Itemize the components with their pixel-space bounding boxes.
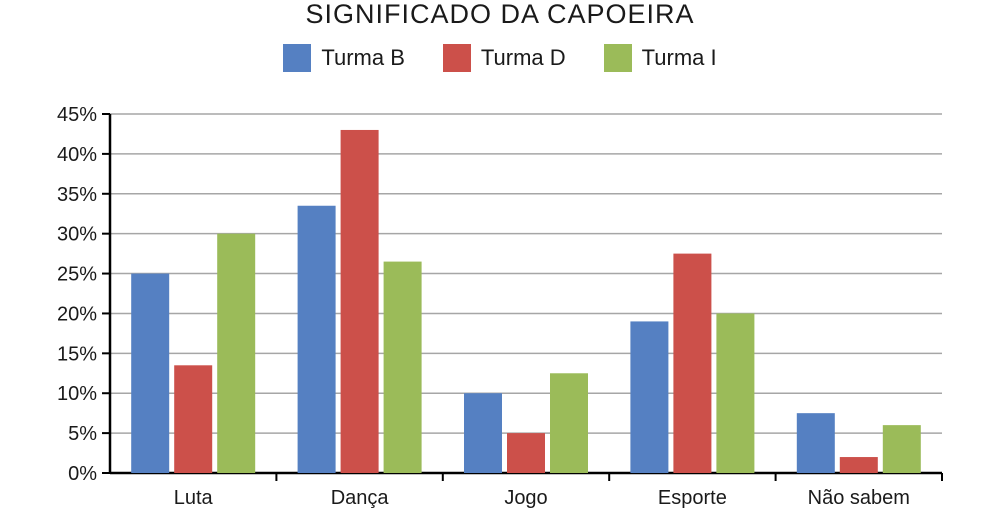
x-tick-label: Não sabem	[808, 487, 910, 509]
bar-turma-i	[217, 233, 256, 473]
bar-turma-d	[839, 457, 878, 473]
bar-turma-b	[131, 273, 170, 473]
y-tick-label: 30%	[57, 224, 97, 246]
y-tick-label: 0%	[68, 463, 97, 485]
x-tick-label: Dança	[331, 487, 390, 509]
bar-turma-b	[630, 321, 669, 473]
bar-turma-d	[507, 433, 545, 473]
y-tick-label: 25%	[57, 264, 97, 286]
legend-swatch	[442, 44, 471, 72]
y-tick-label: 15%	[57, 343, 97, 365]
x-tick-label: Luta	[174, 487, 214, 509]
legend-label: Turma I	[641, 45, 717, 70]
legend-swatch	[283, 44, 312, 72]
y-tick-label: 35%	[57, 184, 97, 206]
bar-turma-b	[796, 413, 835, 473]
legend: Turma B Turma D Turma I	[0, 44, 1000, 72]
bar-turma-d	[340, 129, 379, 473]
y-tick-label: 45%	[57, 104, 97, 126]
bar-turma-i	[716, 313, 755, 473]
legend-swatch	[603, 44, 632, 72]
legend-item-turma-d: Turma D	[442, 44, 566, 72]
bar-turma-i	[882, 425, 921, 473]
y-tick-label: 5%	[68, 423, 97, 445]
bar-turma-i	[550, 373, 588, 473]
y-tick-label: 40%	[57, 144, 97, 166]
y-tick-label: 20%	[57, 303, 97, 325]
x-tick-label: Esporte	[658, 487, 727, 509]
bar-turma-b	[297, 205, 336, 473]
bar-turma-b	[464, 393, 502, 473]
legend-label: Turma D	[480, 45, 566, 70]
y-tick-label: 10%	[57, 383, 97, 405]
chart-title: SIGNIFICADO DA CAPOEIRA	[305, 0, 695, 29]
legend-label: Turma B	[321, 45, 405, 70]
legend-item-turma-i: Turma I	[603, 44, 717, 72]
bar-turma-i	[383, 261, 422, 473]
bar-turma-d	[174, 365, 213, 473]
bar-turma-d	[673, 253, 712, 473]
legend-item-turma-b: Turma B	[283, 44, 405, 72]
x-tick-label: Jogo	[504, 487, 547, 509]
